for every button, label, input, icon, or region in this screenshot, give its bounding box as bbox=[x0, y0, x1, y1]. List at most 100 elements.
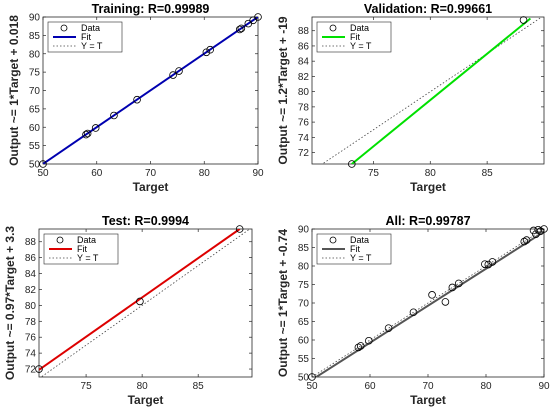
y-tick-label-all-2: 60 bbox=[298, 336, 310, 347]
legend-label-validation-2: Y = T bbox=[350, 41, 372, 51]
y-tick-label-training-4: 70 bbox=[29, 86, 41, 97]
y-tick-label-validation-6: 84 bbox=[298, 57, 310, 68]
legend-label-validation-1: Fit bbox=[350, 32, 360, 42]
y-axis-label-test: Output ~= 0.97*Target + 3.3 bbox=[3, 226, 17, 380]
x-tick-label-training-3: 80 bbox=[199, 168, 211, 179]
fit-line-validation bbox=[351, 17, 532, 164]
chart-title-training: Training: R=0.99989 bbox=[92, 2, 210, 16]
fit-line-test bbox=[39, 229, 241, 371]
data-point-training-5 bbox=[133, 95, 141, 104]
x-tick-label-test-2: 85 bbox=[193, 381, 205, 392]
legend-marker-data-training bbox=[60, 24, 68, 32]
data-point-training-14 bbox=[254, 13, 262, 21]
y-tick-label-validation-1: 74 bbox=[298, 133, 310, 144]
data-point-all-9 bbox=[454, 279, 463, 288]
data-point-all-5 bbox=[409, 308, 418, 317]
data-point-all-12 bbox=[488, 258, 497, 266]
y-tick-label-test-2: 76 bbox=[25, 333, 37, 344]
y-tick-label-test-6: 84 bbox=[25, 269, 37, 280]
panel-all: 50 60 70 80 90 50 55 60 65 70 75 80 85 90 All: R=0.997… bbox=[276, 214, 550, 407]
y-tick-label-test-8: 88 bbox=[25, 237, 37, 248]
fit-line-training bbox=[43, 17, 258, 164]
panel-validation: 75 80 85 72 74 76 78 80 82 84 86 88 Validation: R=0.… bbox=[276, 2, 545, 194]
legend-label-test-2: Y = T bbox=[77, 253, 99, 263]
data-point-all-14 bbox=[522, 236, 531, 244]
panel-test: 75 80 85 72 74 76 78 80 82 84 86 88 Test: R=0.9994 Ta… bbox=[3, 214, 253, 407]
reference-line-validation bbox=[321, 17, 543, 164]
fit-line-all bbox=[314, 230, 544, 377]
legend-label-all-0: Data bbox=[350, 235, 369, 245]
y-axis-label-all: Output ~= 1*Target + -0.74 bbox=[276, 229, 290, 377]
y-tick-label-validation-5: 82 bbox=[298, 72, 310, 83]
y-tick-label-all-0: 50 bbox=[298, 373, 310, 384]
chart-title-all: All: R=0.99787 bbox=[385, 214, 470, 228]
y-tick-label-all-6: 80 bbox=[298, 262, 310, 273]
data-point-training-1 bbox=[82, 130, 90, 139]
x-tick-label-validation-0: 75 bbox=[368, 168, 380, 179]
data-point-all-19 bbox=[540, 225, 548, 233]
x-tick-label-all-2: 70 bbox=[422, 381, 434, 392]
y-tick-label-training-0: 50 bbox=[29, 160, 41, 171]
x-tick-label-all-1: 60 bbox=[364, 381, 376, 392]
x-tick-label-training-0: 50 bbox=[37, 168, 49, 179]
legend-label-all-2: Y = T bbox=[350, 253, 372, 263]
x-axis-label-validation: Target bbox=[410, 180, 446, 194]
y-tick-label-training-8: 90 bbox=[29, 13, 41, 24]
x-axis-label-test: Target bbox=[128, 393, 164, 407]
data-point-training-9 bbox=[206, 45, 214, 54]
data-point-all-10 bbox=[481, 260, 489, 268]
y-tick-label-all-1: 55 bbox=[298, 354, 310, 365]
data-point-test-2 bbox=[235, 225, 244, 233]
data-point-training-8 bbox=[202, 48, 211, 57]
data-point-all-11 bbox=[484, 260, 493, 269]
panel-training: 50 60 70 80 90 50 55 60 65 70 75 80 85 90 Training: R=… bbox=[7, 2, 264, 194]
x-tick-label-validation-2: 85 bbox=[482, 168, 494, 179]
data-point-all-2 bbox=[356, 342, 365, 350]
data-point-training-3 bbox=[91, 124, 100, 132]
y-tick-label-test-3: 78 bbox=[25, 317, 37, 328]
data-point-all-8 bbox=[448, 283, 457, 292]
x-tick-label-validation-1: 80 bbox=[425, 168, 437, 179]
data-point-training-0 bbox=[39, 160, 47, 168]
y-tick-label-all-4: 70 bbox=[298, 299, 310, 310]
y-tick-label-validation-7: 86 bbox=[298, 41, 310, 52]
y-tick-label-validation-2: 76 bbox=[298, 118, 310, 129]
x-tick-label-training-2: 70 bbox=[145, 168, 157, 179]
x-axis-label-training: Target bbox=[133, 180, 169, 194]
y-tick-label-training-1: 55 bbox=[29, 141, 41, 152]
data-point-all-17 bbox=[534, 225, 542, 234]
legend-label-training-1: Fit bbox=[81, 32, 91, 42]
reference-line-test bbox=[40, 229, 251, 377]
legend-marker-data-validation bbox=[329, 24, 337, 32]
y-tick-label-test-5: 82 bbox=[25, 285, 37, 296]
data-point-validation-1 bbox=[519, 16, 528, 24]
legend-label-training-2: Y = T bbox=[81, 41, 103, 51]
data-point-training-10 bbox=[235, 25, 244, 34]
data-point-test-0 bbox=[35, 365, 43, 373]
reference-line-all bbox=[312, 229, 544, 377]
legend-label-test-1: Fit bbox=[77, 244, 87, 254]
y-tick-label-training-7: 85 bbox=[29, 31, 41, 42]
data-point-all-0 bbox=[308, 373, 316, 381]
data-point-training-11 bbox=[237, 24, 246, 33]
data-point-all-3 bbox=[365, 336, 373, 345]
x-tick-label-training-1: 60 bbox=[91, 168, 103, 179]
y-tick-label-training-3: 65 bbox=[29, 104, 41, 115]
y-axis-label-training: Output ~= 1*Target + 0.018 bbox=[7, 15, 21, 166]
x-tick-label-all-3: 80 bbox=[480, 381, 492, 392]
legend-label-training-0: Data bbox=[81, 23, 100, 33]
legend-label-test-0: Data bbox=[77, 235, 96, 245]
y-tick-label-test-1: 74 bbox=[25, 349, 37, 360]
x-tick-label-all-0: 50 bbox=[306, 381, 318, 392]
x-tick-label-all-4: 90 bbox=[538, 381, 550, 392]
y-tick-label-validation-0: 72 bbox=[298, 148, 310, 159]
y-tick-label-all-8: 90 bbox=[298, 225, 310, 236]
data-point-test-1 bbox=[136, 297, 144, 306]
legend-marker-data-test bbox=[56, 236, 64, 244]
data-point-training-6 bbox=[169, 71, 177, 79]
legend-label-all-1: Fit bbox=[350, 244, 360, 254]
